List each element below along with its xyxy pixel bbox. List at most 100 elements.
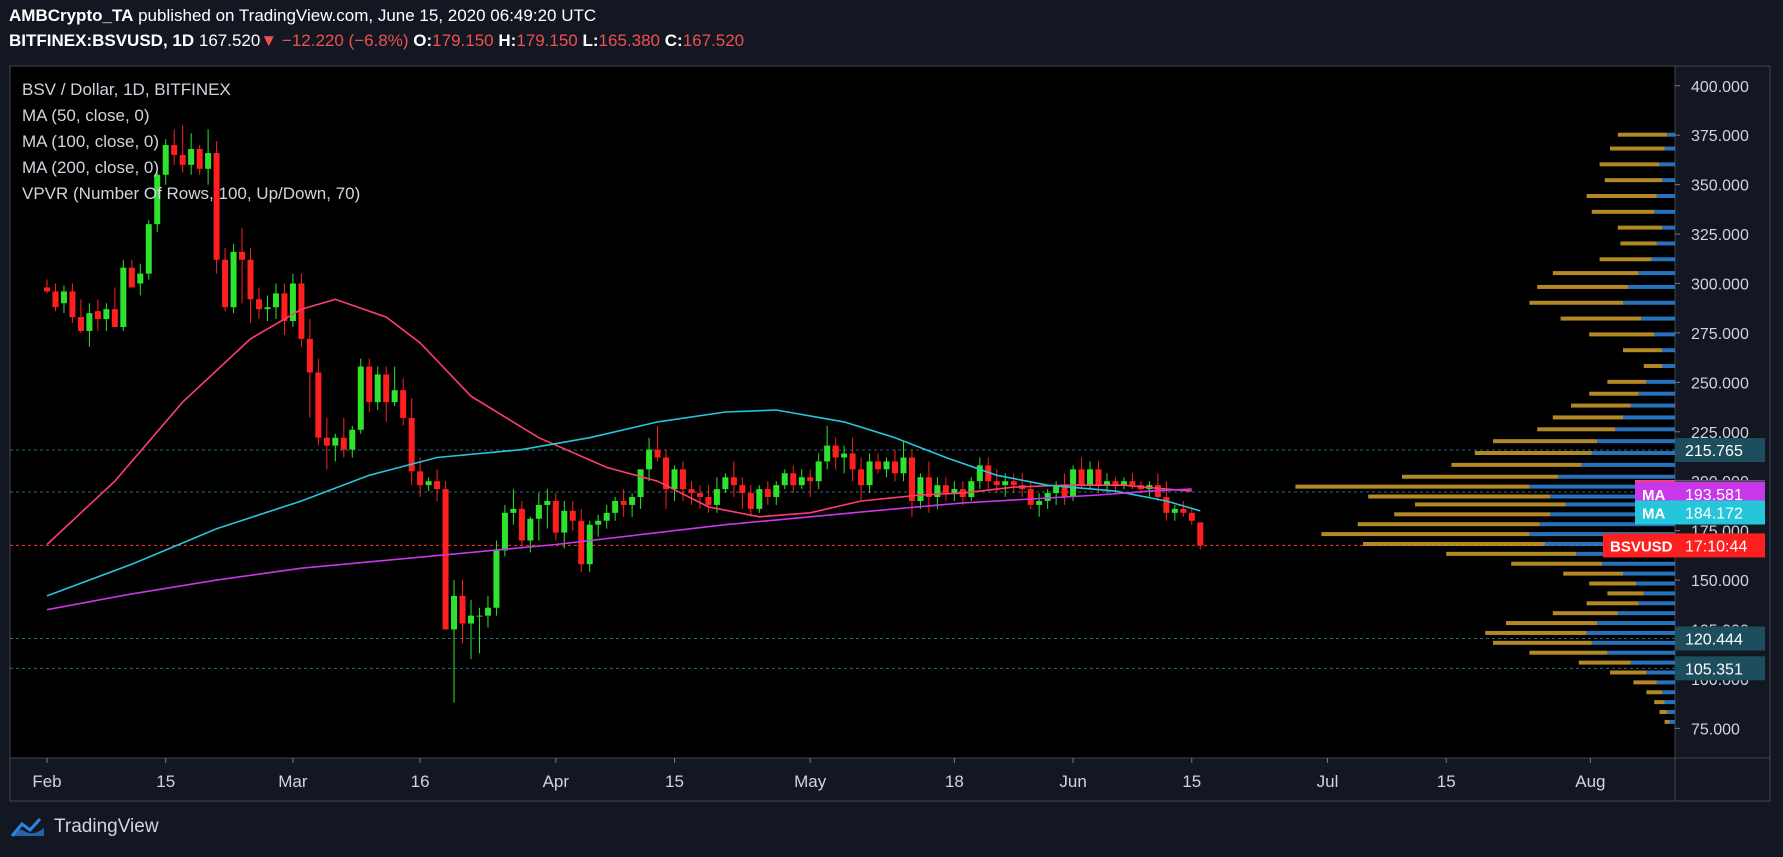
legend-ma100[interactable]: MA (100, close, 0): [22, 132, 160, 151]
vpvr-bar-up: [1638, 391, 1675, 396]
vpvr-bar-up: [1597, 621, 1675, 626]
chart-frame: [9, 65, 1771, 802]
candle-body: [1053, 485, 1060, 494]
vpvr-bar-down: [1537, 427, 1616, 432]
candle-body: [858, 469, 865, 486]
vpvr-bar-up: [1641, 316, 1675, 321]
vpvr-bar-down: [1493, 640, 1592, 645]
candle-body: [586, 524, 593, 565]
vpvr-bar-up: [1581, 462, 1675, 467]
vpvr-bar-up: [1630, 660, 1675, 665]
candle-body: [688, 489, 695, 494]
y-tick-label: 75.000: [1691, 721, 1740, 738]
vpvr-bar-up: [1623, 571, 1675, 576]
candle-body: [340, 437, 347, 450]
candle-body: [468, 615, 474, 624]
candle-body: [535, 504, 542, 519]
symbol-info: BITFINEX:BSVUSD, 1D 167.520▼ −12.220 (−6…: [9, 31, 744, 51]
candle-body: [230, 251, 237, 308]
candle-body: [459, 595, 466, 624]
candle-body: [111, 309, 118, 327]
vpvr-bar-down: [1552, 271, 1639, 276]
candle-body: [1010, 481, 1017, 486]
candle-body: [357, 366, 364, 430]
candle-body: [137, 273, 144, 284]
high-value: 179.150: [516, 31, 578, 50]
candle-body: [629, 497, 636, 505]
candle-body: [883, 461, 890, 470]
vpvr-bar-down: [1617, 132, 1668, 137]
candle-body: [44, 287, 50, 292]
candle-body: [713, 489, 720, 505]
candle-body: [951, 489, 958, 494]
candle-body: [925, 477, 932, 498]
candle-body: [1163, 497, 1170, 513]
candle-body: [298, 283, 305, 339]
candle-body: [1078, 469, 1085, 486]
candle-body: [841, 453, 848, 458]
published-text: published on TradingView.com, June 15, 2…: [138, 6, 597, 25]
vpvr-bar-down: [1511, 561, 1603, 566]
x-tick-label: 15: [1437, 772, 1456, 791]
candle-body: [103, 309, 110, 320]
candle-body: [595, 520, 602, 525]
vpvr-bar-down: [1357, 522, 1540, 527]
vpvr-bar-up: [1646, 670, 1675, 675]
candle-body: [1070, 469, 1077, 498]
vpvr-bar-up: [1667, 710, 1675, 715]
candle-body: [569, 510, 576, 521]
price-label: 105.351: [1675, 656, 1765, 681]
candle-body: [451, 595, 458, 630]
price-change: −12.220 (−6.8%): [281, 31, 409, 50]
candle-body: [1197, 522, 1204, 546]
candle-body: [162, 145, 169, 175]
vpvr-bar-up: [1591, 640, 1675, 645]
candle-body: [120, 267, 127, 327]
candle-body: [646, 449, 653, 470]
candle-body: [1036, 500, 1043, 505]
footer: TradingView: [10, 816, 159, 838]
candle-body: [866, 461, 873, 486]
candle-body: [154, 174, 161, 225]
x-tick-label: 16: [411, 772, 430, 791]
vpvr-bar-up: [1638, 601, 1675, 606]
vpvr-bar-up: [1597, 439, 1675, 444]
vpvr-bar-down: [1607, 379, 1647, 384]
vpvr-bar-down: [1633, 680, 1657, 685]
candle-body: [815, 461, 822, 482]
candle-body: [781, 473, 788, 486]
candle-body: [832, 445, 839, 458]
candle-body: [222, 259, 229, 308]
candle-body: [306, 338, 313, 373]
vpvr-bar-up: [1558, 474, 1675, 479]
low-label: L:: [582, 31, 599, 50]
legend-vpvr[interactable]: VPVR (Number Of Rows, 100, Up/Down, 70): [22, 184, 361, 203]
candle-body: [501, 512, 508, 551]
y-tick-label: 275.000: [1691, 326, 1749, 343]
candle-body: [1129, 481, 1136, 486]
candle-body: [171, 145, 178, 155]
vpvr-bar-up: [1565, 502, 1675, 507]
candle-body: [289, 283, 296, 322]
vpvr-bar-down: [1623, 348, 1662, 353]
vpvr-bar-down: [1552, 415, 1623, 420]
legend-ma200[interactable]: MA (200, close, 0): [22, 158, 160, 177]
publish-info: AMBCrypto_TA published on TradingView.co…: [9, 6, 596, 26]
vpvr-bar-down: [1599, 162, 1660, 167]
tradingview-logo-icon: [10, 817, 44, 837]
price-label-text: 184.172: [1685, 505, 1743, 522]
vpvr-bar-up: [1602, 561, 1675, 566]
open-value: 179.150: [432, 31, 494, 50]
candle-body: [417, 471, 424, 486]
candle-body: [383, 374, 390, 403]
last-price: 167.520: [198, 31, 261, 50]
candle-body: [696, 493, 703, 498]
candle-body: [128, 267, 135, 288]
candle-body: [705, 497, 712, 505]
legend-ma50[interactable]: MA (50, close, 0): [22, 106, 150, 125]
candle-body: [408, 417, 415, 472]
candle-body: [527, 518, 534, 541]
price-label: 215.765: [1675, 438, 1765, 463]
vpvr-bar-up: [1656, 193, 1675, 198]
